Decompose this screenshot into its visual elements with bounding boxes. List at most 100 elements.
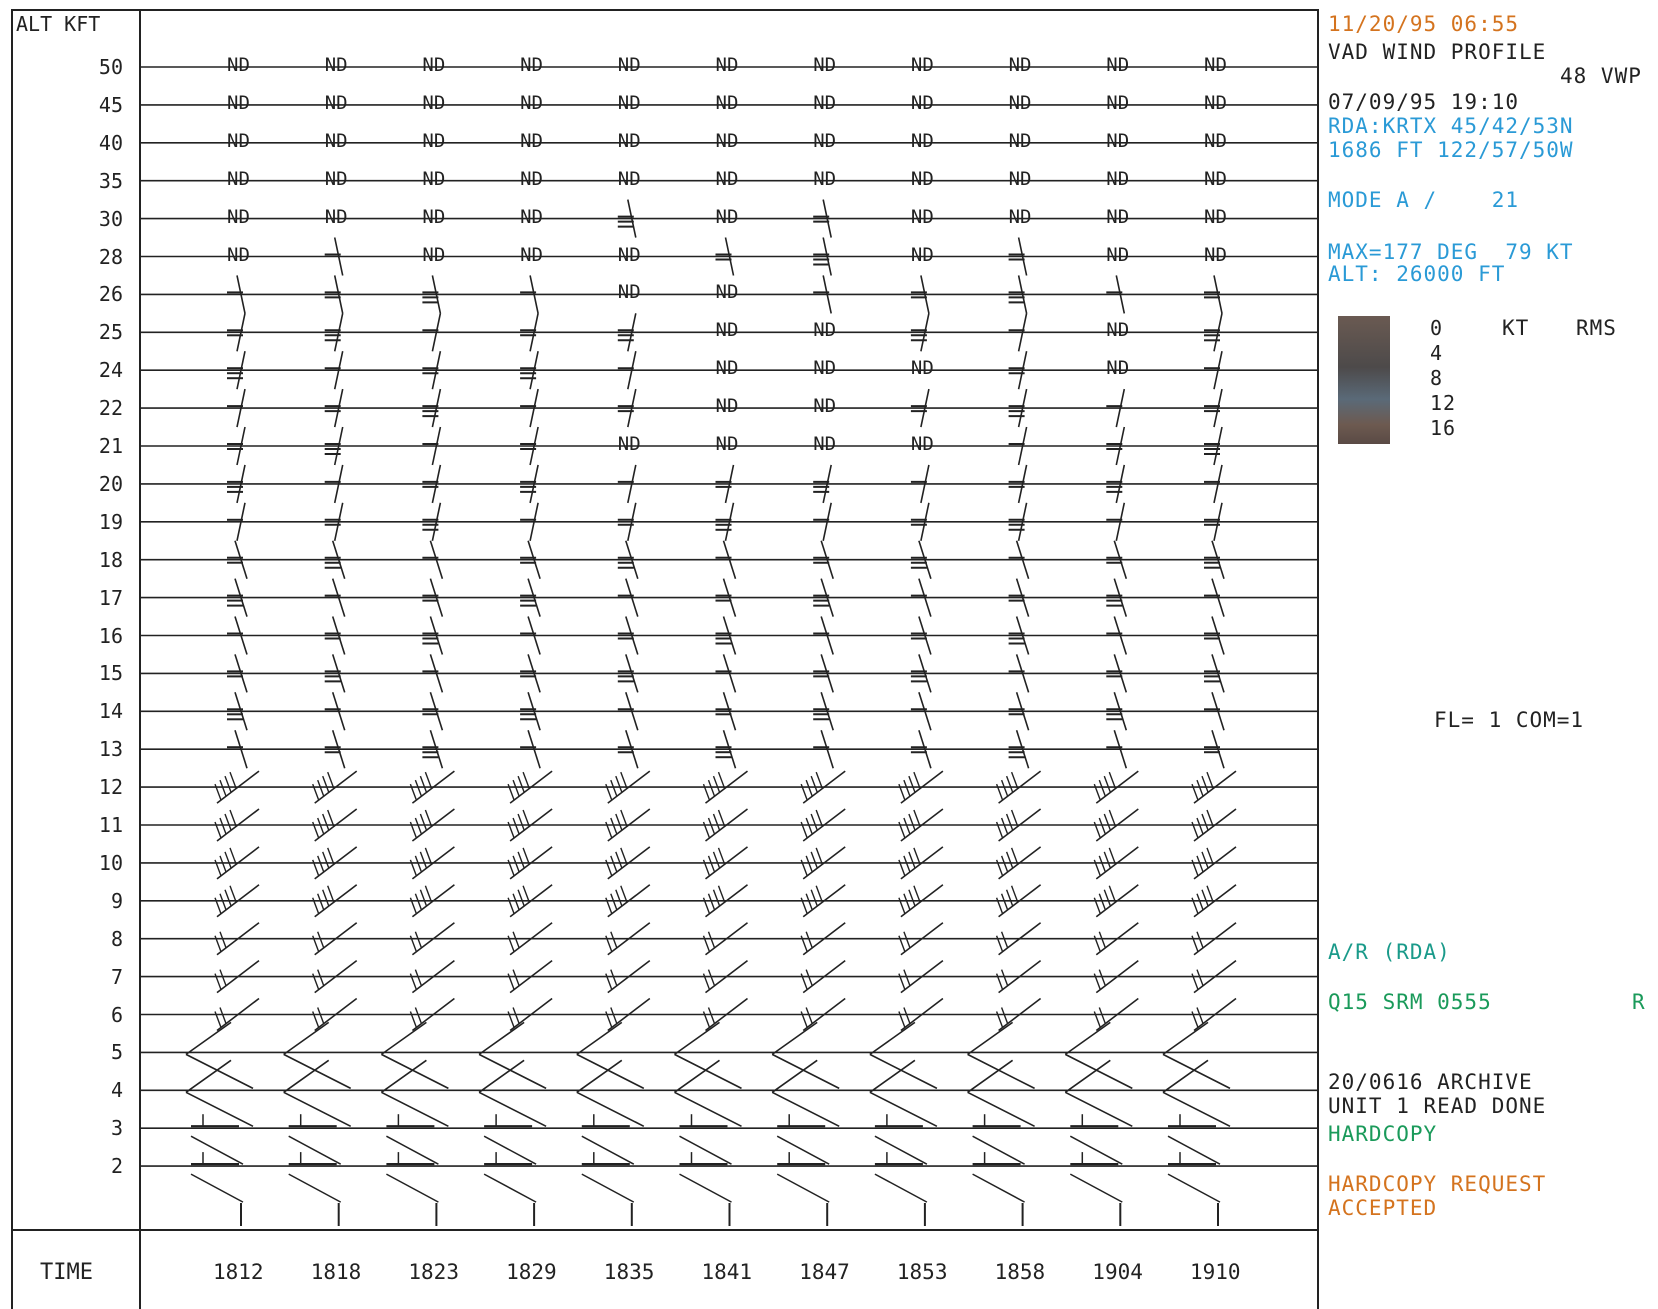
barb-staff-lower [1162,1091,1231,1128]
wind-barb [1008,388,1028,428]
alt-label: 3 [110,1116,123,1141]
wind-barb [386,1152,439,1203]
no-data-marker: ND [910,243,934,266]
no-data-marker: ND [1008,205,1032,228]
barb-feather [1000,855,1009,873]
barb-feather [414,931,423,948]
wind-barb [227,654,248,693]
alt-label: 7 [110,964,123,989]
barb-feather [898,1011,906,1028]
wind-barb [1162,1021,1231,1090]
barb-staff [431,275,442,314]
barb-feather [1093,897,1101,915]
wind-barb [617,616,639,655]
barb-feather [805,855,813,873]
barb-staff [333,313,344,352]
wind-barb [409,770,455,804]
barb-feather [317,931,325,948]
alt-label: 14 [98,699,123,724]
barb-staff [705,770,748,804]
barb-feather [522,771,530,789]
barb-staff [333,426,344,466]
barb-feather [898,973,906,990]
barb-staff [722,729,737,769]
wind-barb [283,1021,352,1090]
barb-feather [517,813,525,831]
barb-feather [214,935,222,952]
no-data-marker: ND [324,167,348,190]
barb-staff [331,616,346,655]
wind-barb [312,770,358,804]
wind-barb [214,808,260,842]
barb-staff [1213,502,1223,541]
wind-barb [1106,692,1128,731]
barb-staff-lower [874,1173,928,1203]
barb-staff [1095,997,1139,1032]
alt-label: 40 [98,130,123,155]
ar-status: A/R (RDA) [1328,940,1451,964]
barb-staff [822,464,832,504]
wind-barb [507,997,553,1032]
barb-staff [920,275,930,314]
srm-flag: R [1632,990,1646,1014]
barb-staff [216,770,260,804]
barb-staff [576,1021,623,1056]
barb-staff [900,770,944,804]
barb-feather [903,1007,911,1024]
barb-feather [707,779,716,797]
barb-staff [509,959,553,994]
wind-barb [422,692,444,731]
barb-feather [995,821,1004,839]
wind-barb [800,808,846,842]
barb-staff [1162,1059,1209,1093]
barb-feather [512,969,520,986]
barb-staff [918,729,932,769]
wind-barb [283,1059,352,1128]
time-label: 1818 [310,1260,362,1284]
barb-feather [805,779,813,797]
wind-barb [605,997,651,1032]
barb-feather [605,821,613,839]
barb-staff [429,729,444,769]
plot-frame [11,9,1319,1309]
barb-staff [1193,770,1237,804]
no-data-marker: ND [422,91,446,114]
barb-staff-lower [190,1173,244,1203]
no-data-marker: ND [1204,54,1227,76]
wind-barb [898,884,944,918]
barb-staff [900,922,944,956]
barb-feather [522,885,530,903]
barb-staff [1213,426,1223,466]
wind-barb [324,426,344,466]
barb-staff [625,729,639,769]
wind-barb [1093,997,1139,1032]
barb-feather [327,885,335,903]
wind-barb [409,922,455,956]
barb-staff-lower [776,1135,830,1165]
barb-staff [236,426,246,466]
wind-barb [576,1059,645,1128]
barb-staff-lower [1167,1135,1221,1165]
wind-barb [715,578,737,617]
barb-feather [1010,847,1019,865]
wind-barb [1106,464,1126,504]
wind-barb [995,997,1042,1032]
no-data-marker: ND [813,433,837,455]
barb-staff-lower [483,1135,537,1165]
barb-staff [869,1021,916,1056]
barb-feather [903,931,911,948]
barb-feather [995,897,1004,915]
wind-barb [605,770,651,804]
barb-feather [224,775,232,793]
no-data-marker: ND [617,167,641,190]
no-data-marker: ND [715,54,739,76]
barb-staff [722,540,737,579]
barb-staff [216,884,260,918]
barb-staff [900,997,944,1032]
barb-feather [805,893,813,911]
barb-staff [771,1021,818,1056]
barb-feather [605,897,613,915]
no-data-marker: ND [715,91,739,114]
barb-staff [1017,237,1028,276]
barb-feather [1196,855,1204,873]
